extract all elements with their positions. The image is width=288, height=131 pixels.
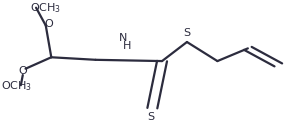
Text: S: S bbox=[183, 28, 191, 38]
Text: H: H bbox=[123, 41, 132, 51]
Text: O: O bbox=[18, 66, 27, 76]
Text: N: N bbox=[119, 33, 128, 43]
Text: OCH$_3$: OCH$_3$ bbox=[30, 1, 61, 15]
Text: S: S bbox=[147, 112, 155, 122]
Text: OCH$_3$: OCH$_3$ bbox=[1, 80, 32, 93]
Text: O: O bbox=[44, 19, 53, 29]
